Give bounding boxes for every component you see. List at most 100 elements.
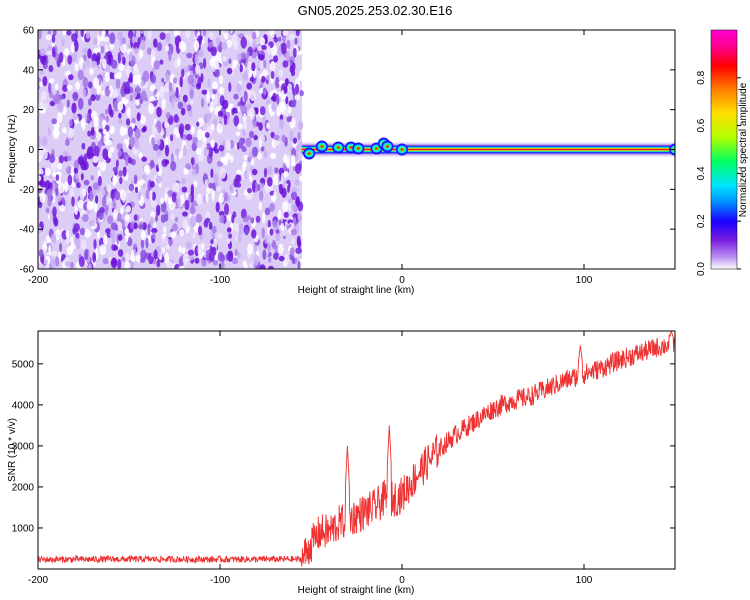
noise-cell <box>104 206 108 216</box>
noise-cell <box>247 60 252 71</box>
noise-cell <box>175 182 181 188</box>
noise-cell <box>66 30 72 36</box>
noise-cell <box>223 192 229 202</box>
noise-cell <box>127 126 133 138</box>
noise-cell <box>44 167 52 176</box>
noise-cell <box>182 253 189 266</box>
noise-cell <box>165 45 170 52</box>
noise-cell <box>177 56 181 66</box>
noise-cell <box>39 192 46 204</box>
noise-cell <box>49 155 56 163</box>
noise-cell <box>263 150 268 159</box>
noise-cell <box>149 96 156 102</box>
noise-cell <box>299 90 304 97</box>
noise-cell <box>170 134 174 142</box>
noise-cell <box>253 135 258 141</box>
noise-cell <box>212 225 217 234</box>
snr-plot-area <box>38 331 675 567</box>
noise-cell <box>217 233 223 239</box>
noise-cell <box>82 47 89 54</box>
noise-cell <box>102 257 110 265</box>
noise-cell <box>269 228 274 236</box>
noise-cell <box>237 123 243 130</box>
noise-cell <box>203 147 208 157</box>
noise-cell <box>189 215 197 228</box>
noise-cell <box>251 168 258 176</box>
noise-cell <box>95 195 99 204</box>
noise-cell <box>187 253 194 261</box>
noise-cell <box>140 230 146 241</box>
noise-cell <box>165 32 171 44</box>
noise-cell <box>178 265 185 269</box>
noise-cell <box>228 82 232 93</box>
noise-cell <box>295 163 302 175</box>
noise-cell <box>247 243 254 255</box>
noise-cell <box>93 77 100 89</box>
noise-cell <box>148 102 155 115</box>
noise-cell <box>73 39 79 52</box>
noise-cell <box>194 257 200 264</box>
noise-cell <box>275 233 281 242</box>
snr-y-label: SNR (10 * v/v) <box>7 418 18 482</box>
noise-cell <box>231 33 238 45</box>
noise-cell <box>152 143 160 151</box>
noise-cell <box>72 91 79 102</box>
noise-cell <box>117 149 123 158</box>
noise-cell <box>41 136 48 147</box>
noise-cell <box>102 36 110 42</box>
noise-cell <box>205 193 209 203</box>
noise-cell <box>87 263 92 269</box>
spectrogram-heatmap <box>38 30 675 269</box>
snr-y-tick-label: 3000 <box>12 441 35 452</box>
noise-cell <box>259 178 266 184</box>
noise-cell <box>240 104 248 115</box>
noise-cell <box>105 44 109 51</box>
noise-cell <box>287 184 290 193</box>
noise-cell <box>48 244 52 257</box>
noise-cell <box>233 93 239 100</box>
noise-cell <box>156 259 161 268</box>
noise-cell <box>283 253 290 265</box>
noise-cell <box>249 76 255 83</box>
noise-cell <box>134 67 139 76</box>
colorbar-tick-label: 0.4 <box>696 166 707 180</box>
noise-cell <box>84 228 91 238</box>
noise-cell <box>212 87 217 95</box>
noise-cell <box>241 172 245 181</box>
noise-cell <box>181 247 186 255</box>
noise-cell <box>124 214 130 222</box>
noise-cell <box>241 208 247 220</box>
noise-cell <box>38 168 44 176</box>
noise-cell <box>286 116 292 123</box>
noise-cell <box>84 249 89 261</box>
noise-cell <box>109 32 116 45</box>
noise-cell <box>101 187 105 196</box>
noise-cell <box>272 219 278 228</box>
noise-cell <box>285 96 289 105</box>
noise-cell <box>99 30 103 37</box>
noise-cell <box>290 69 296 77</box>
noise-cell <box>161 77 165 83</box>
noise-cell <box>131 249 135 262</box>
noise-cell <box>151 191 156 201</box>
noise-cell <box>219 214 225 224</box>
noise-cell <box>163 30 171 34</box>
colorbar-tick-label: 0.0 <box>696 262 707 276</box>
noise-cell <box>104 71 110 83</box>
noise-cell <box>70 261 75 269</box>
noise-cell <box>122 127 129 135</box>
noise-cell <box>68 119 73 127</box>
noise-cell <box>221 30 226 36</box>
noise-cell <box>139 114 146 125</box>
noise-cell <box>283 211 289 218</box>
noise-cell <box>90 175 95 181</box>
colorbar-tick-label: 0.2 <box>696 214 707 228</box>
noise-cell <box>80 173 84 181</box>
noise-cell <box>55 256 60 267</box>
noise-cell <box>70 165 75 176</box>
noise-cell <box>110 257 118 269</box>
noise-cell <box>89 68 94 76</box>
noise-cell <box>283 86 288 94</box>
noise-cell <box>137 191 141 201</box>
noise-cell <box>118 170 123 177</box>
